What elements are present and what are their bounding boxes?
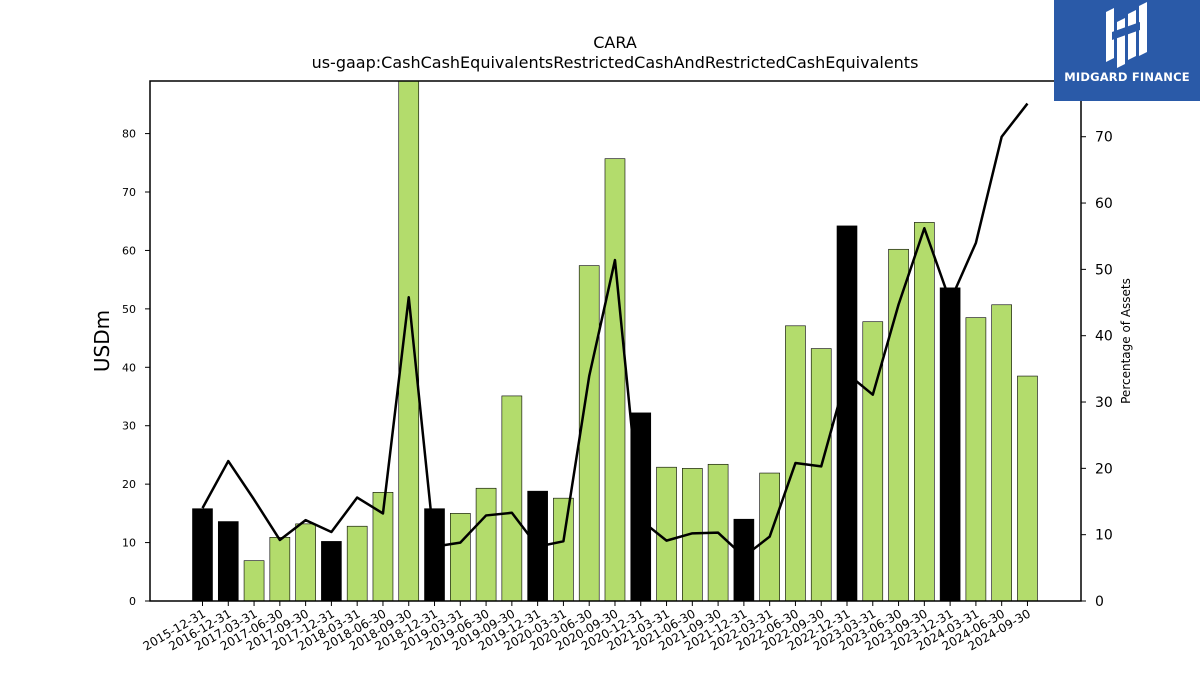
company-logo: MIDGARD FINANCE bbox=[1054, 0, 1200, 101]
y-tick-label: 50 bbox=[122, 303, 136, 316]
percentage-line bbox=[201, 102, 1029, 558]
bar bbox=[192, 508, 213, 601]
bar bbox=[914, 222, 935, 601]
bar bbox=[965, 317, 987, 601]
plot-frame bbox=[149, 80, 1082, 602]
bar bbox=[862, 321, 884, 601]
bar bbox=[243, 560, 265, 601]
bar bbox=[888, 248, 909, 601]
left-axis-ticks: 0 10 20 30 40 50 60 70 80 bbox=[122, 128, 150, 608]
y-tick-label: 30 bbox=[122, 420, 136, 433]
bar bbox=[424, 508, 445, 601]
bar bbox=[449, 513, 471, 601]
bar bbox=[398, 81, 420, 601]
logo-mark-icon bbox=[1106, 2, 1147, 68]
y-tick-label: 60 bbox=[122, 244, 136, 257]
bar bbox=[346, 525, 368, 601]
line-group bbox=[201, 102, 1029, 558]
right-axis-ticks: 0 10 20 30 40 50 60 70 bbox=[1081, 130, 1113, 610]
bar bbox=[295, 523, 316, 601]
bar bbox=[991, 304, 1012, 601]
bar bbox=[1017, 375, 1038, 601]
bar bbox=[810, 348, 832, 601]
bar bbox=[475, 487, 497, 601]
y2-tick-label: 0 bbox=[1095, 594, 1104, 610]
bar bbox=[553, 497, 574, 601]
y-tick-label: 70 bbox=[122, 186, 136, 199]
x-axis-ticks: 2015-12-312016-12-312017-03-312017-06-30… bbox=[141, 601, 1033, 653]
bar bbox=[939, 287, 961, 601]
bars-group bbox=[192, 81, 1038, 601]
bar bbox=[269, 537, 291, 601]
y2-tick-label: 30 bbox=[1095, 395, 1113, 411]
y-tick-label: 40 bbox=[122, 361, 136, 374]
bar bbox=[217, 521, 239, 601]
bar bbox=[836, 225, 858, 601]
bar bbox=[578, 265, 600, 601]
y2-tick-label: 20 bbox=[1095, 461, 1113, 477]
bar bbox=[321, 541, 342, 601]
logo-text: MIDGARD FINANCE bbox=[1064, 70, 1190, 84]
chart-subtitle: us-gaap:CashCashEquivalentsRestrictedCas… bbox=[312, 53, 919, 72]
y2-tick-label: 70 bbox=[1095, 130, 1113, 146]
y2-tick-label: 10 bbox=[1095, 528, 1113, 544]
y2-tick-label: 60 bbox=[1095, 196, 1113, 212]
bar bbox=[733, 518, 755, 601]
bar bbox=[501, 395, 523, 601]
y-tick-label: 20 bbox=[122, 478, 136, 491]
y2-tick-label: 50 bbox=[1095, 262, 1113, 278]
chart-title: CARA bbox=[593, 33, 637, 52]
y-tick-label: 0 bbox=[129, 595, 136, 608]
y-axis-label: USDm bbox=[90, 310, 114, 372]
bar bbox=[682, 468, 703, 601]
y2-tick-label: 40 bbox=[1095, 329, 1113, 345]
y-tick-label: 80 bbox=[122, 128, 136, 141]
y-tick-label: 10 bbox=[122, 537, 136, 550]
bar bbox=[604, 158, 626, 601]
y2-axis-label: Percentage of Assets bbox=[1119, 278, 1133, 404]
